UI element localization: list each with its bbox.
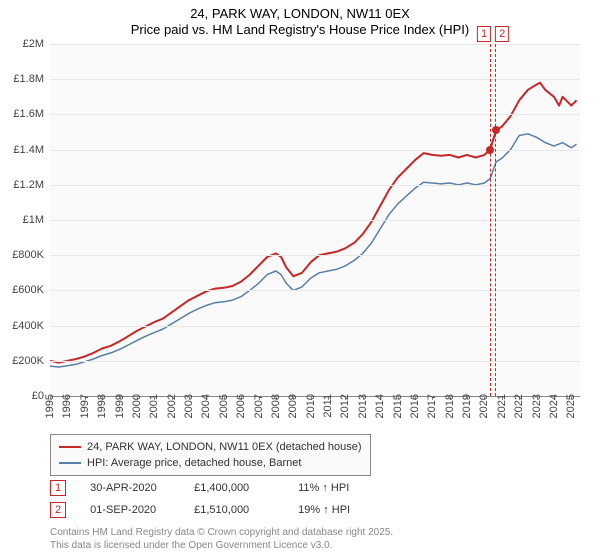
gridline-horizontal (50, 220, 580, 221)
x-axis-tick-label: 2012 (339, 394, 351, 418)
x-axis-tick-label: 2016 (409, 394, 421, 418)
gridline-horizontal (50, 114, 580, 115)
y-axis-tick-label: £400K (4, 320, 44, 332)
gridline-horizontal (50, 79, 580, 80)
gridline-horizontal (50, 150, 580, 151)
y-axis-tick-label: £600K (4, 284, 44, 296)
transaction-index: 1 (50, 480, 66, 496)
transaction-diff: 19% ↑ HPI (298, 504, 378, 516)
transaction-index: 2 (50, 502, 66, 518)
x-axis-tick-label: 1997 (79, 394, 91, 418)
y-axis-tick-label: £1.8M (4, 73, 44, 85)
legend-swatch (59, 462, 81, 464)
x-axis-tick-label: 2022 (513, 394, 525, 418)
x-axis-tick-label: 2008 (270, 394, 282, 418)
gridline-horizontal (50, 255, 580, 256)
x-axis-tick-label: 2017 (426, 394, 438, 418)
x-axis-tick-label: 2015 (392, 394, 404, 418)
x-axis-tick-label: 2025 (565, 394, 577, 418)
x-axis-tick-label: 2003 (183, 394, 195, 418)
series-line (50, 134, 577, 367)
x-axis-tick-label: 2024 (548, 394, 560, 418)
x-axis-tick-label: 1995 (44, 394, 56, 418)
x-axis-tick-label: 2014 (374, 394, 386, 418)
x-axis-tick-label: 2005 (218, 394, 230, 418)
footer-line-2: This data is licensed under the Open Gov… (50, 539, 393, 552)
x-axis-tick-label: 2007 (253, 394, 265, 418)
gridline-horizontal (50, 185, 580, 186)
price-marker-dot (492, 126, 500, 134)
table-row: 1 30-APR-2020 £1,400,000 11% ↑ HPI (50, 480, 378, 496)
legend-item: HPI: Average price, detached house, Barn… (59, 455, 362, 471)
y-axis-tick-label: £800K (4, 249, 44, 261)
legend: 24, PARK WAY, LONDON, NW11 0EX (detached… (50, 434, 371, 476)
y-axis-tick-label: £1.6M (4, 108, 44, 120)
y-axis-tick-label: £2M (4, 38, 44, 50)
legend-label: 24, PARK WAY, LONDON, NW11 0EX (detached… (87, 439, 362, 455)
transaction-date: 01-SEP-2020 (90, 504, 170, 516)
x-axis-tick-label: 2001 (148, 394, 160, 418)
series-line (50, 83, 577, 363)
chart-plot-area: £0£200K£400K£600K£800K£1M£1.2M£1.4M£1.6M… (50, 44, 580, 396)
marker-band (490, 44, 496, 396)
gridline-horizontal (50, 44, 580, 45)
x-axis-tick-label: 2004 (200, 394, 212, 418)
x-axis-tick-label: 2023 (531, 394, 543, 418)
title-line-1: 24, PARK WAY, LONDON, NW11 0EX (0, 6, 600, 22)
gridline-horizontal (50, 290, 580, 291)
y-axis-tick-label: £1M (4, 214, 44, 226)
x-axis-tick-label: 2010 (305, 394, 317, 418)
y-axis-tick-label: £200K (4, 355, 44, 367)
footer-line-1: Contains HM Land Registry data © Crown c… (50, 526, 393, 539)
y-axis-tick-label: £1.2M (4, 179, 44, 191)
transaction-price: £1,510,000 (194, 504, 274, 516)
transactions-table: 1 30-APR-2020 £1,400,000 11% ↑ HPI 2 01-… (50, 480, 378, 524)
title-line-2: Price paid vs. HM Land Registry's House … (0, 22, 600, 38)
marker-label: 1 (477, 26, 491, 42)
legend-item: 24, PARK WAY, LONDON, NW11 0EX (detached… (59, 439, 362, 455)
x-axis-tick-label: 2000 (131, 394, 143, 418)
gridline-horizontal (50, 326, 580, 327)
x-axis-tick-label: 2020 (478, 394, 490, 418)
x-axis-tick-label: 2009 (287, 394, 299, 418)
marker-label: 2 (495, 26, 509, 42)
gridline-horizontal (50, 361, 580, 362)
x-axis-tick-label: 2011 (322, 394, 334, 418)
price-marker-dot (486, 146, 494, 154)
x-axis-tick-label: 1999 (114, 394, 126, 418)
footer-attribution: Contains HM Land Registry data © Crown c… (50, 526, 393, 552)
y-axis-tick-label: £0 (4, 390, 44, 402)
x-axis-tick-label: 2021 (496, 394, 508, 418)
title-block: 24, PARK WAY, LONDON, NW11 0EX Price pai… (0, 0, 600, 39)
transaction-diff: 11% ↑ HPI (298, 482, 378, 494)
x-axis-tick-label: 1996 (61, 394, 73, 418)
y-axis-tick-label: £1.4M (4, 144, 44, 156)
x-axis-tick-label: 2013 (357, 394, 369, 418)
x-axis-tick-label: 2006 (235, 394, 247, 418)
transaction-date: 30-APR-2020 (90, 482, 170, 494)
transaction-price: £1,400,000 (194, 482, 274, 494)
chart-container: 24, PARK WAY, LONDON, NW11 0EX Price pai… (0, 0, 600, 560)
x-axis-tick-label: 2002 (166, 394, 178, 418)
legend-swatch (59, 446, 81, 448)
x-axis-tick-label: 2019 (461, 394, 473, 418)
legend-label: HPI: Average price, detached house, Barn… (87, 455, 301, 471)
x-axis-tick-label: 1998 (96, 394, 108, 418)
x-axis-tick-label: 2018 (444, 394, 456, 418)
table-row: 2 01-SEP-2020 £1,510,000 19% ↑ HPI (50, 502, 378, 518)
marker-label-group: 12 (477, 26, 509, 42)
